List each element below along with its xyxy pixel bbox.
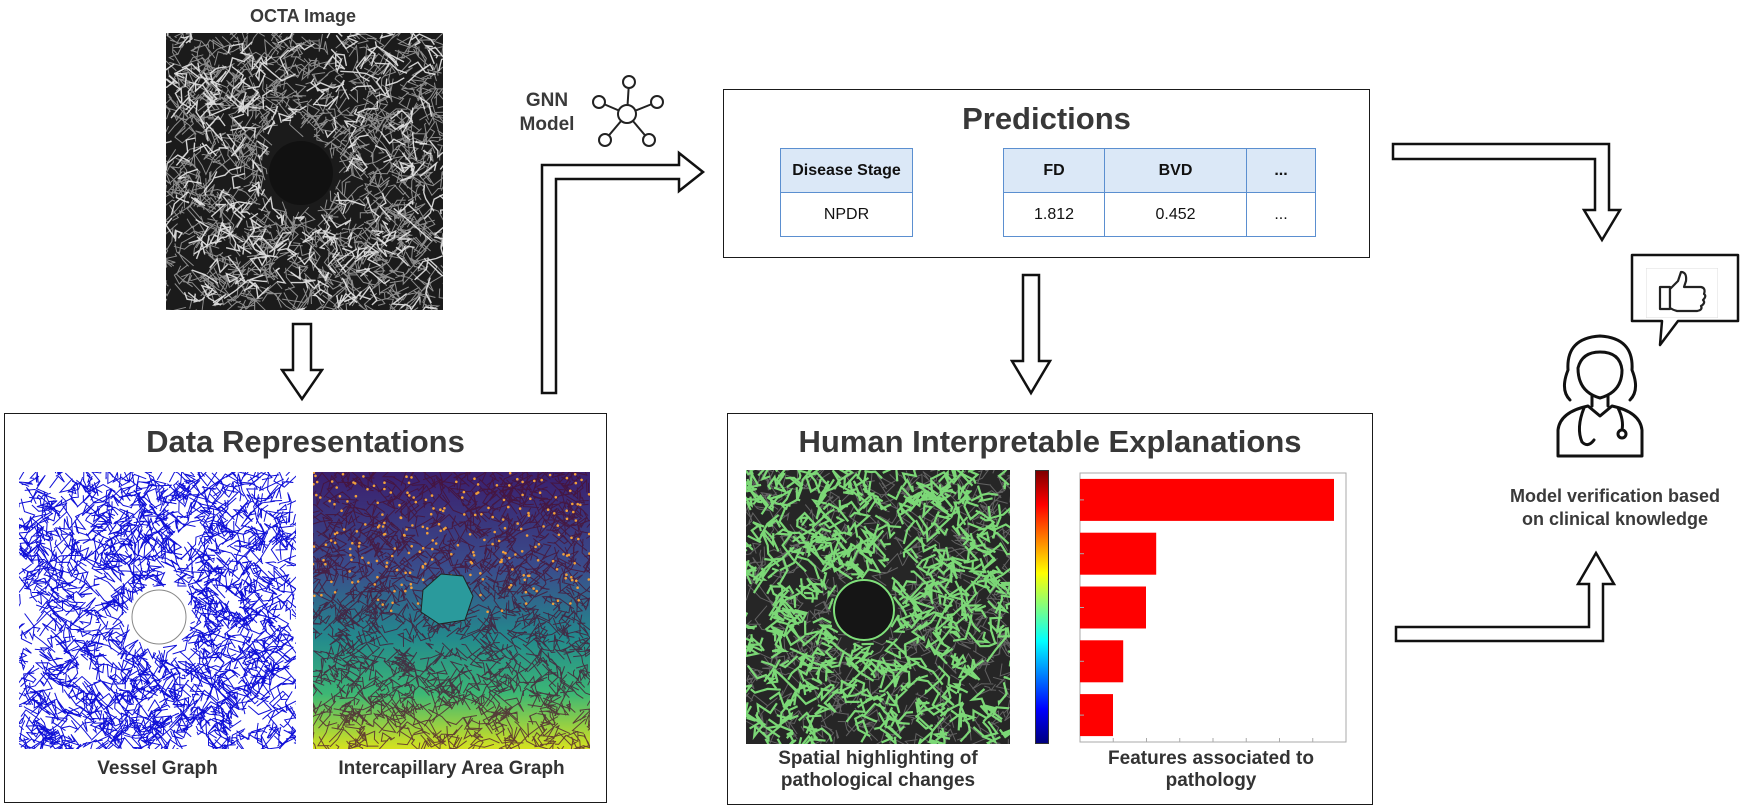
colorbar bbox=[1035, 470, 1049, 744]
feature-bar bbox=[1080, 478, 1334, 521]
data-representations-title: Data Representations bbox=[146, 424, 465, 459]
feature-bar bbox=[1080, 694, 1113, 737]
doctor-icon bbox=[1556, 334, 1644, 458]
disease-stage-header: Disease Stage bbox=[780, 148, 913, 193]
thumbs-up-icon bbox=[1646, 268, 1718, 318]
explanations-panel: Human Interpretable Explanations Spatial… bbox=[727, 413, 1373, 805]
metrics-table: FD BVD ... 1.812 0.452 ... bbox=[1003, 148, 1316, 237]
verification-label: Model verification based on clinical kno… bbox=[1470, 485, 1760, 531]
features-caption: Features associated to pathology bbox=[1066, 748, 1356, 792]
predictions-title: Predictions bbox=[962, 101, 1131, 136]
down-arrow-icon bbox=[1010, 273, 1053, 396]
data-representations-panel: Data Representations Vessel Graph Interc… bbox=[4, 413, 607, 803]
right-arrow-icon bbox=[540, 150, 706, 395]
spatial-caption-line2: pathological changes bbox=[780, 770, 976, 791]
feature-bar bbox=[1080, 532, 1157, 575]
octa-image bbox=[166, 33, 443, 310]
verification-line2: on clinical knowledge bbox=[1521, 509, 1709, 529]
vessel-graph-caption: Vessel Graph bbox=[97, 758, 218, 779]
gnn-model-label: GNN Model bbox=[512, 89, 582, 137]
intercapillary-graph-caption: Intercapillary Area Graph bbox=[338, 758, 565, 779]
metric-header-more: ... bbox=[1246, 148, 1316, 193]
feature-importance-chart bbox=[1076, 470, 1352, 749]
feature-bar bbox=[1080, 640, 1124, 683]
spatial-caption: Spatial highlighting of pathological cha… bbox=[738, 748, 1018, 792]
right-down-arrow-icon bbox=[1391, 142, 1623, 243]
network-graph-icon bbox=[592, 75, 664, 147]
metric-value-fd: 1.812 bbox=[1003, 192, 1105, 237]
vessel-graph-image bbox=[19, 472, 296, 749]
features-caption-line2: pathology bbox=[1165, 770, 1257, 791]
spatial-highlight-image bbox=[746, 470, 1010, 744]
metric-header-bvd: BVD bbox=[1104, 148, 1247, 193]
disease-stage-value: NPDR bbox=[780, 192, 913, 237]
down-arrow-icon bbox=[280, 322, 324, 402]
verification-line1: Model verification based bbox=[1509, 486, 1721, 506]
disease-stage-table: Disease Stage NPDR bbox=[780, 148, 913, 237]
metric-value-more: ... bbox=[1246, 192, 1316, 237]
feature-bar bbox=[1080, 586, 1146, 629]
octa-title: OCTA Image bbox=[249, 6, 356, 26]
right-up-arrow-icon bbox=[1394, 550, 1617, 643]
features-caption-line1: Features associated to bbox=[1108, 748, 1314, 769]
gnn-label-line1: GNN bbox=[525, 90, 569, 111]
gnn-label-line2: Model bbox=[519, 114, 575, 135]
explanations-title: Human Interpretable Explanations bbox=[798, 424, 1302, 459]
metric-value-bvd: 0.452 bbox=[1104, 192, 1247, 237]
intercapillary-graph-image bbox=[313, 472, 590, 749]
spatial-caption-line1: Spatial highlighting of bbox=[778, 748, 978, 769]
metric-header-fd: FD bbox=[1003, 148, 1105, 193]
predictions-panel: Predictions Disease Stage NPDR FD BVD ..… bbox=[723, 89, 1370, 258]
